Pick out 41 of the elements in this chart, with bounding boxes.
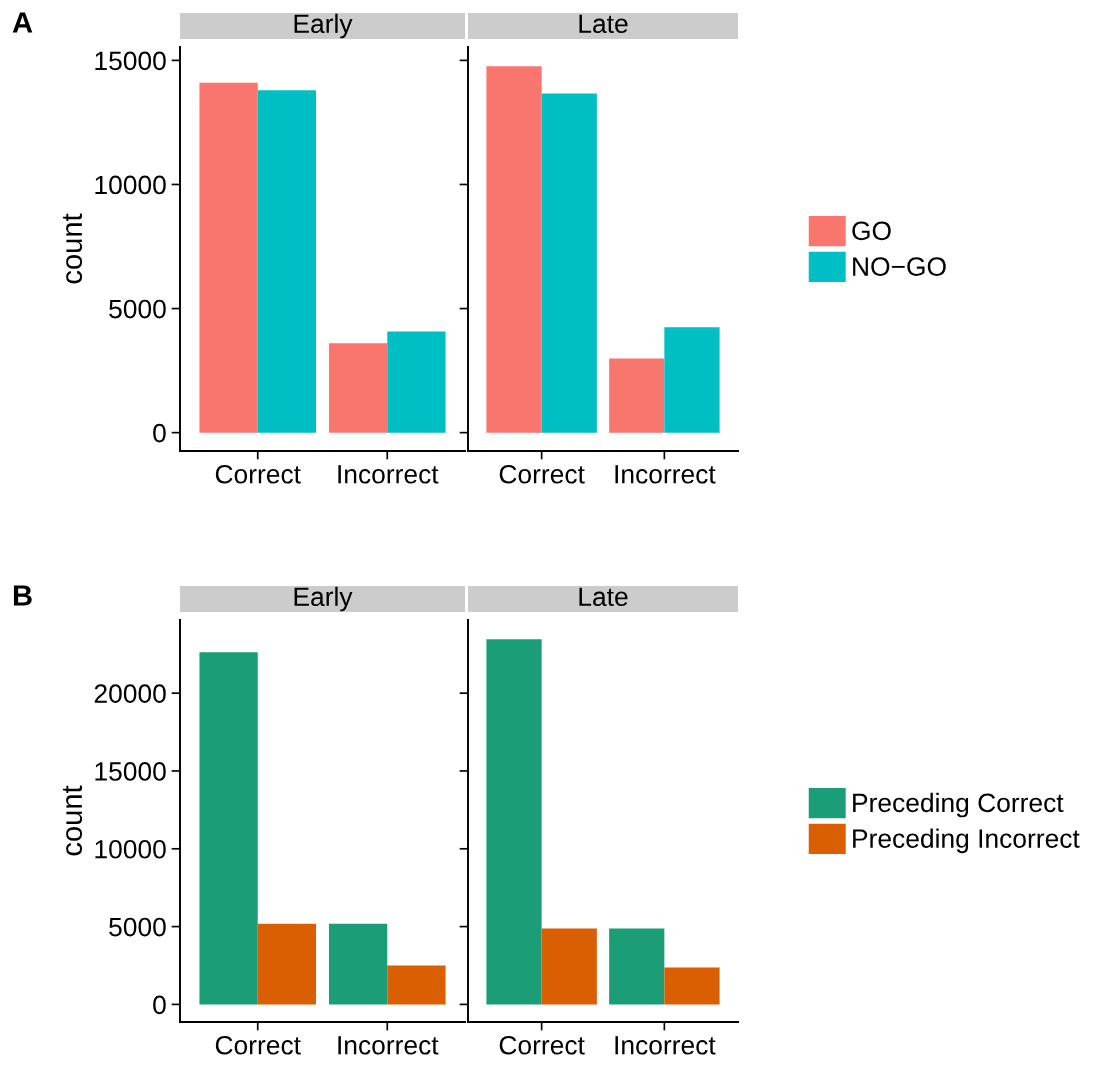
legend-label: Preceding Incorrect <box>853 828 1080 854</box>
y-tick-label: 15000 <box>95 51 166 71</box>
y-tick-label: 5000 <box>109 917 166 937</box>
y-tick-label: 5000 <box>109 299 166 319</box>
x-tick-label: Incorrect <box>338 1036 439 1055</box>
x-tick-label: Correct <box>215 464 301 484</box>
chart-title: Late <box>579 14 628 34</box>
bar <box>387 965 446 1005</box>
y-tick-label: 10000 <box>95 175 166 195</box>
text: A <box>12 12 33 33</box>
bar <box>257 923 317 1005</box>
chart-title: Late <box>579 587 628 607</box>
bar <box>328 343 388 433</box>
x-tick-label: Correct <box>499 464 585 484</box>
y-tick-label: 20000 <box>94 684 166 703</box>
text: B <box>13 585 32 606</box>
bar <box>257 90 317 433</box>
legend-label: GO <box>852 221 891 241</box>
y-tick-label: 15000 <box>95 762 166 781</box>
y-axis-title: count <box>62 785 83 856</box>
x-tick-label: Correct <box>215 1035 301 1055</box>
y-axis-title: count <box>62 213 83 284</box>
chart-title: Early <box>294 13 353 39</box>
x-tick-label: Incorrect <box>338 465 439 484</box>
bar <box>541 93 597 433</box>
bar <box>199 82 258 433</box>
x-tick-label: Correct <box>499 1035 585 1055</box>
x-tick-label: Incorrect <box>615 465 716 484</box>
chart-title: Early <box>294 586 353 612</box>
y-tick-label: 0 <box>153 995 166 1015</box>
bar <box>387 331 446 433</box>
y-tick-label: 0 <box>153 423 166 443</box>
bar <box>328 923 388 1005</box>
y-tick-label: 10000 <box>95 839 166 859</box>
bar <box>199 652 258 1005</box>
bar <box>664 327 720 433</box>
bar <box>486 66 542 433</box>
bar <box>609 358 665 433</box>
legend-label: Preceding Correct <box>853 792 1064 818</box>
x-tick-label: Incorrect <box>615 1036 716 1055</box>
legend-label: NO−GO <box>853 257 946 276</box>
